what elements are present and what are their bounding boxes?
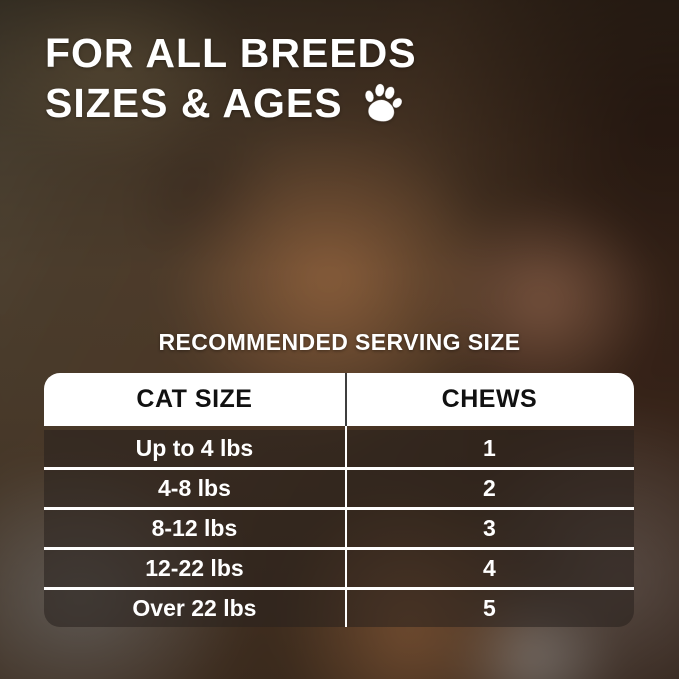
table-body: Up to 4 lbs 1 4-8 lbs 2 8-12 lbs 3 12-22… (44, 426, 634, 627)
hero-title: FOR ALL BREEDS SIZES & AGES (45, 28, 417, 128)
cell-cat-size: 4-8 lbs (158, 475, 231, 501)
hero-title-line2: SIZES & AGES (45, 80, 343, 126)
body-column-divider (344, 426, 348, 627)
paw-print-icon (364, 83, 402, 122)
header-column-divider (344, 373, 347, 426)
cell-cat-size: 12-22 lbs (145, 555, 244, 581)
serving-size-table: CAT SIZE CHEWS Up to 4 lbs 1 4-8 lbs 2 8… (44, 373, 634, 627)
cell-chews: 5 (483, 595, 496, 621)
cell-cat-size: 8-12 lbs (151, 515, 238, 541)
hero-title-line1: FOR ALL BREEDS (45, 30, 417, 76)
table-header-row: CAT SIZE CHEWS (44, 373, 634, 426)
cell-chews: 2 (483, 475, 496, 501)
row-separator (44, 587, 634, 590)
column-header-chews: CHEWS (441, 385, 538, 413)
cell-cat-size: Up to 4 lbs (135, 435, 254, 461)
column-header-cat-size: CAT SIZE (136, 385, 253, 413)
cell-cat-size: Over 22 lbs (132, 595, 257, 621)
cell-chews: 4 (483, 555, 496, 581)
cell-chews: 3 (483, 515, 496, 541)
table-row: Up to 4 lbs 1 (44, 430, 634, 467)
table-row: 12-22 lbs 4 (44, 550, 634, 587)
cell-chews: 1 (483, 435, 496, 461)
hero-title-line2-row: SIZES & AGES (45, 78, 417, 128)
serving-size-heading: RECOMMENDED SERVING SIZE (158, 329, 521, 355)
table-row: Over 22 lbs 5 (44, 590, 634, 627)
row-separator (44, 467, 634, 470)
table-row: 8-12 lbs 3 (44, 510, 634, 547)
table-row: 4-8 lbs 2 (44, 470, 634, 507)
row-separator (44, 547, 634, 550)
row-separator (44, 507, 634, 510)
